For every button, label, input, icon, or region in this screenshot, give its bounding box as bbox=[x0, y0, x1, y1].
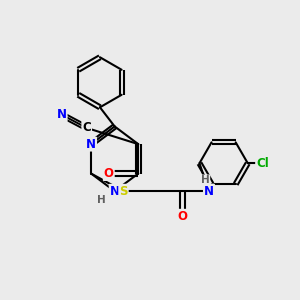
Text: O: O bbox=[177, 210, 188, 223]
Text: O: O bbox=[104, 167, 114, 180]
Text: N: N bbox=[86, 138, 96, 151]
Text: H: H bbox=[204, 185, 214, 198]
Text: H: H bbox=[201, 175, 210, 185]
Text: H: H bbox=[97, 195, 106, 205]
Text: N: N bbox=[110, 185, 120, 198]
Text: Cl: Cl bbox=[256, 157, 269, 170]
Text: N: N bbox=[204, 185, 214, 198]
Text: C: C bbox=[82, 122, 91, 134]
Text: S: S bbox=[119, 185, 128, 198]
Text: N: N bbox=[57, 108, 67, 121]
